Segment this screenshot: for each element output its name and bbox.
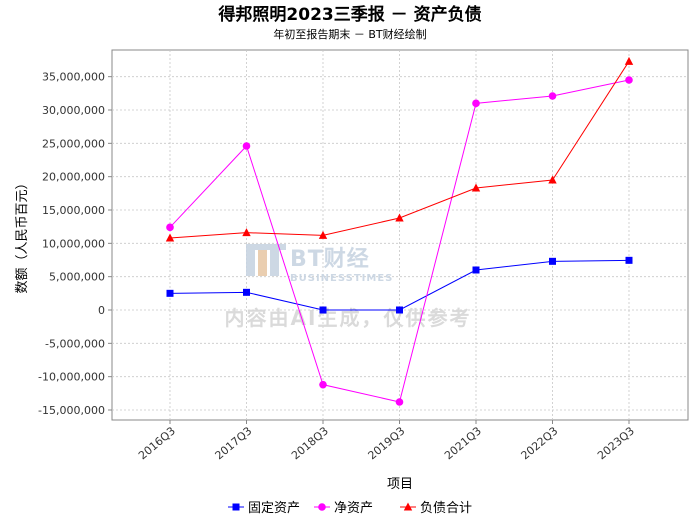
x-tick-label: 2019Q3	[366, 424, 408, 462]
data-point	[318, 230, 328, 239]
data-point	[242, 142, 251, 150]
data-point	[548, 92, 557, 100]
data-point	[319, 306, 327, 314]
y-axis-ticks: -15,000,000 -10,000,000 -5,000,000 0 5,000,0…	[38, 71, 112, 417]
watermark-logo-subtext: BUSINESSTIMES	[290, 273, 393, 284]
y-tick-label: 20,000,000	[42, 171, 105, 184]
watermark-logo-text: BT财经	[290, 246, 370, 272]
legend-marker	[403, 502, 413, 511]
x-tick-label: 2018Q3	[289, 424, 331, 462]
legend-label: 净资产	[334, 501, 373, 516]
legend-marker	[232, 503, 240, 511]
legend-marker	[318, 503, 326, 511]
data-point	[242, 228, 251, 237]
y-tick-label: 0	[98, 304, 105, 317]
plot-area	[111, 49, 689, 421]
data-point	[166, 289, 174, 297]
data-point	[243, 288, 250, 296]
x-axis-ticks: 2016Q3 2017Q3 2018Q3 2019Q3 2021Q3 2022Q3 2023…	[136, 420, 637, 462]
data-point	[625, 76, 633, 84]
data-point	[624, 56, 634, 65]
legend-label: 负债合计	[420, 501, 472, 516]
y-tick-label: 10,000,000	[42, 237, 105, 250]
data-point	[396, 306, 403, 314]
chart-subtitle: 年初至报告期末 － BT财经绘制	[273, 27, 426, 41]
legend-item-2: 净资产	[314, 501, 373, 516]
series-layer	[165, 56, 634, 406]
legend-item-3: 负债合计	[400, 501, 472, 516]
data-point	[548, 175, 557, 184]
watermark-logo-icon	[246, 244, 286, 276]
y-tick-label: -5,000,000	[45, 337, 105, 350]
x-tick-label: 2022Q3	[519, 424, 561, 462]
watermark: BT财经 BUSINESSTIMES 内容由AI生成，仅供参考	[225, 244, 469, 330]
data-point	[471, 183, 481, 192]
y-tick-label: -10,000,000	[38, 371, 105, 384]
y-tick-label: 30,000,000	[42, 104, 105, 117]
series-2	[166, 76, 633, 406]
data-point	[395, 398, 404, 406]
y-tick-label: 35,000,000	[42, 71, 105, 84]
y-tick-label: 15,000,000	[42, 204, 105, 217]
data-point	[395, 213, 404, 222]
chart-title: 得邦照明2023三季报 － 资产负债	[217, 4, 481, 25]
data-point	[549, 257, 556, 265]
legend: 固定资产 净资产 负债合计	[228, 501, 472, 516]
x-tick-label: 2016Q3	[136, 424, 178, 462]
data-point	[319, 380, 327, 389]
data-point	[472, 99, 480, 108]
x-tick-label: 2021Q3	[442, 424, 484, 462]
legend-label: 固定资产	[248, 501, 300, 516]
y-tick-label: -15,000,000	[38, 404, 105, 417]
y-tick-label: 25,000,000	[42, 137, 105, 150]
legend-item-1: 固定资产	[228, 501, 300, 516]
series-3	[165, 56, 634, 242]
series-1	[166, 256, 633, 314]
x-tick-label: 2017Q3	[213, 424, 255, 462]
y-tick-label: 5,000,000	[49, 271, 105, 284]
data-point	[165, 233, 175, 242]
data-point	[625, 256, 633, 264]
data-point	[472, 266, 480, 274]
y-axis-title: 数额（人民币百元）	[15, 176, 30, 293]
x-tick-label: 2023Q3	[595, 424, 637, 462]
x-axis-title: 项目	[387, 477, 413, 492]
data-point	[166, 223, 174, 232]
